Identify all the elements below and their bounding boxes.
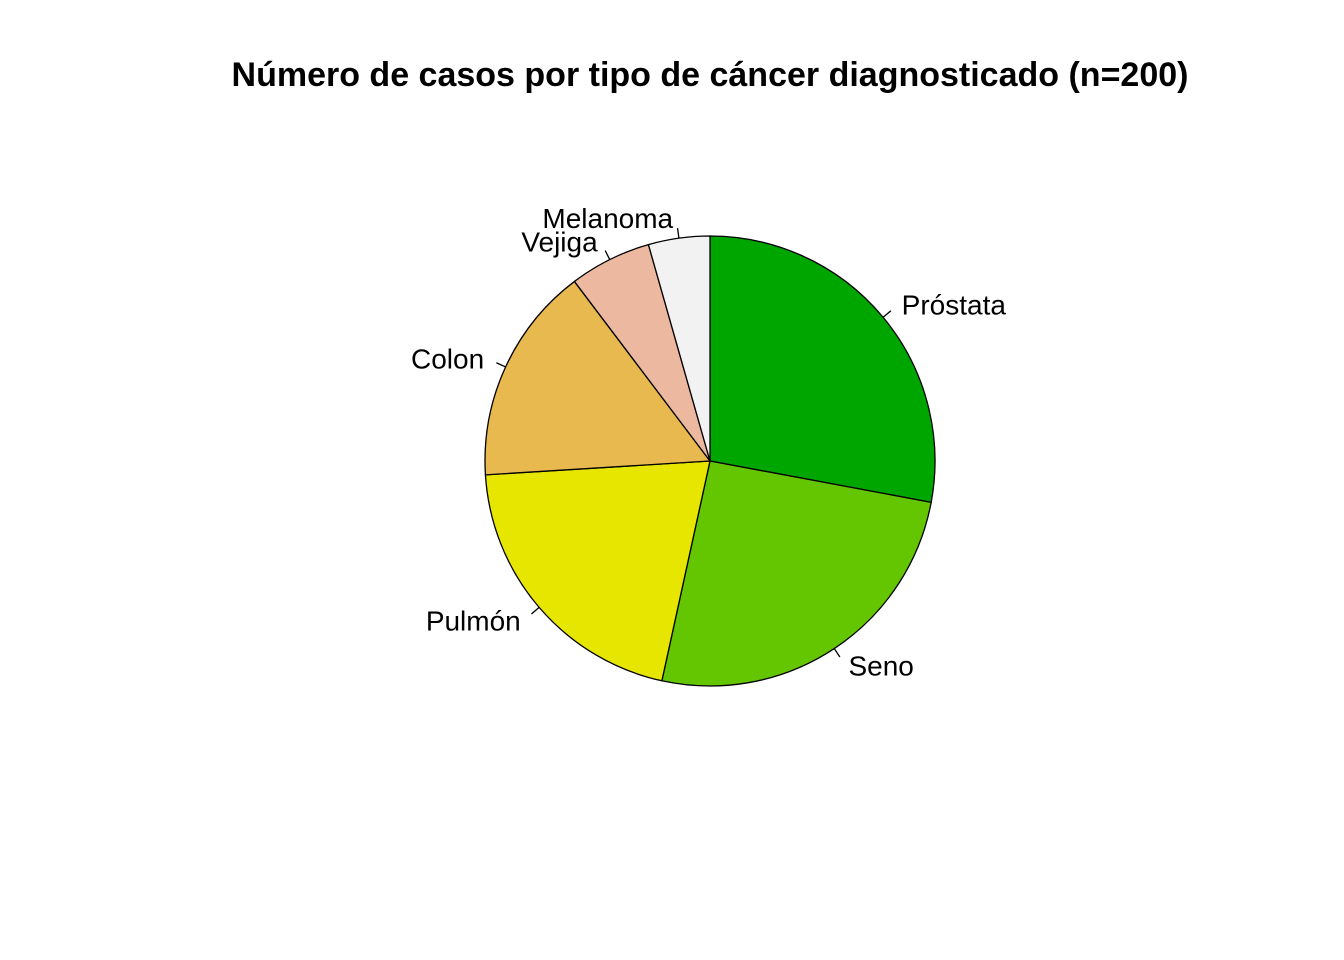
pie-slice-seno — [661, 460, 932, 687]
pie-slices — [484, 235, 936, 687]
pie-slice-prostata — [709, 235, 936, 504]
slice-label-vejiga: Vejiga — [521, 226, 598, 257]
label-ticks — [496, 228, 892, 658]
slice-label-melanoma: Melanoma — [542, 203, 673, 234]
chart-title: Número de casos por tipo de cáncer diagn… — [231, 56, 1189, 94]
slice-label-colon: Colon — [411, 344, 484, 375]
label-tick-prostata — [882, 310, 892, 318]
label-tick-melanoma — [676, 228, 680, 239]
slice-label-pulmon: Pulmón — [426, 606, 521, 637]
label-tick-vejiga — [604, 250, 611, 260]
slice-label-seno: Seno — [848, 650, 913, 681]
label-tick-pulmon — [531, 606, 540, 615]
label-tick-colon — [496, 362, 506, 368]
label-tick-seno — [833, 648, 841, 658]
pie-slice-melanoma — [647, 235, 711, 462]
slice-label-prostata: Próstata — [902, 289, 1007, 320]
pie-slice-pulmon — [484, 460, 711, 682]
